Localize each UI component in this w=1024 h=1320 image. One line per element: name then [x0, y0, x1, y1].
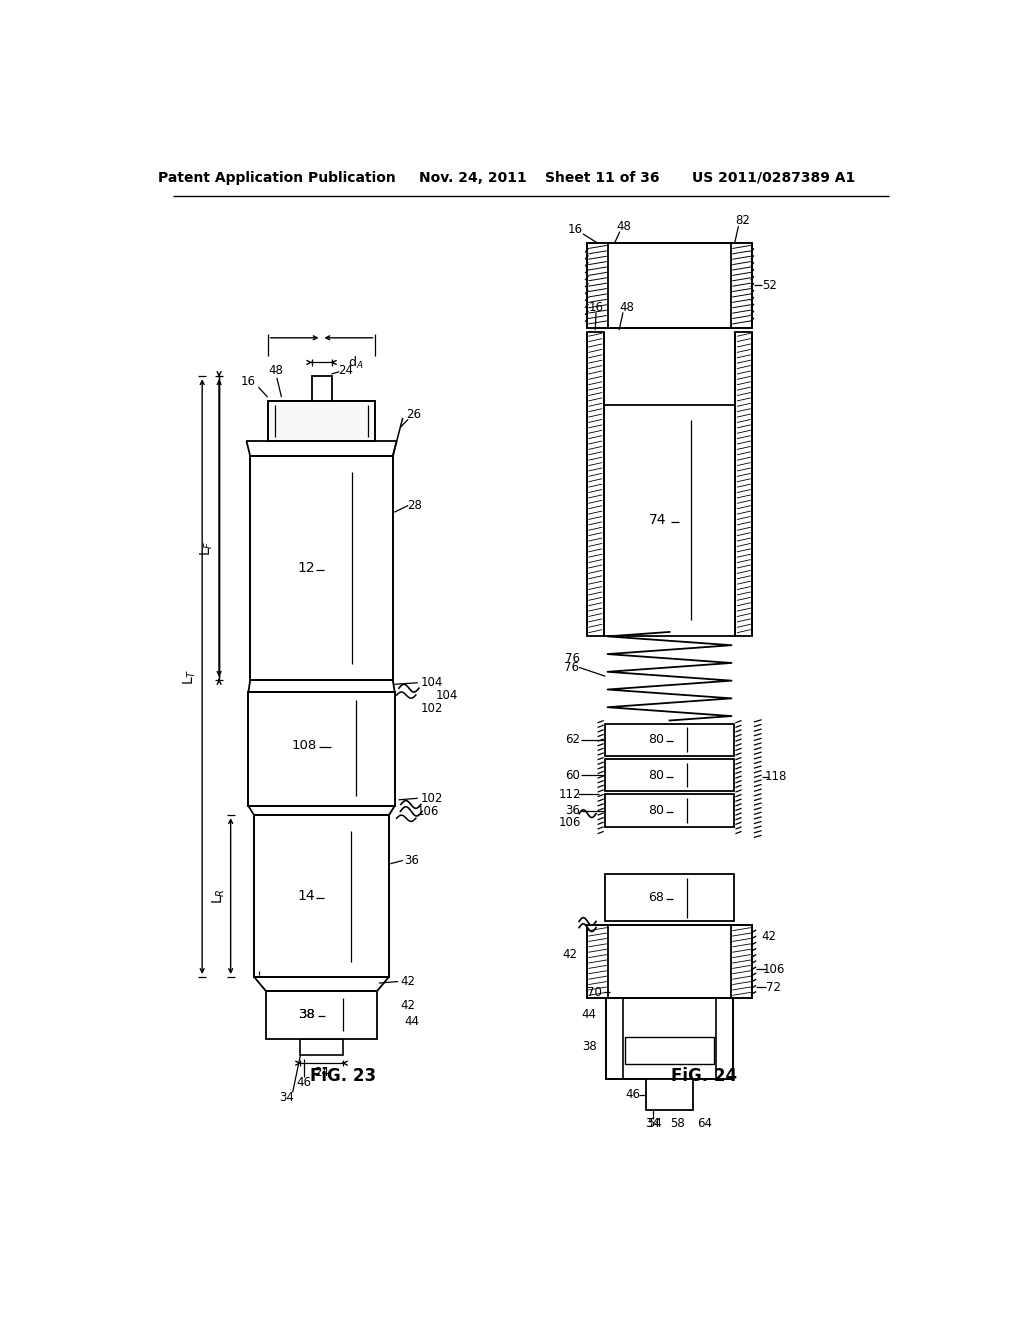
Text: 48: 48: [268, 363, 283, 376]
Polygon shape: [587, 331, 604, 636]
Text: 118: 118: [764, 770, 786, 783]
Text: 16: 16: [241, 375, 256, 388]
Text: Nov. 24, 2011: Nov. 24, 2011: [420, 170, 527, 185]
Polygon shape: [587, 243, 753, 327]
Polygon shape: [605, 759, 734, 792]
Text: 58: 58: [670, 1118, 685, 1130]
Polygon shape: [605, 874, 734, 921]
Text: 52: 52: [762, 279, 777, 292]
Text: 42: 42: [762, 929, 777, 942]
Polygon shape: [300, 1039, 343, 1056]
Text: 62: 62: [565, 733, 581, 746]
Text: 14: 14: [297, 890, 315, 903]
Text: 42: 42: [400, 975, 416, 989]
Text: 102: 102: [421, 702, 442, 715]
Text: 72: 72: [766, 981, 781, 994]
Text: d$_A$: d$_A$: [348, 354, 364, 371]
Polygon shape: [250, 457, 393, 680]
Text: L$_R$: L$_R$: [210, 888, 226, 904]
Text: 38: 38: [582, 1040, 596, 1053]
Text: 46: 46: [625, 1088, 640, 1101]
Text: FiG. 24: FiG. 24: [671, 1068, 737, 1085]
Text: 38: 38: [299, 1008, 316, 1022]
Text: 68: 68: [648, 891, 664, 904]
Text: 106: 106: [559, 816, 581, 829]
Text: 48: 48: [620, 301, 634, 314]
Polygon shape: [646, 1080, 692, 1110]
Text: 108: 108: [292, 739, 317, 752]
Text: 104: 104: [421, 676, 442, 689]
Text: 82: 82: [735, 214, 750, 227]
Text: 36: 36: [565, 804, 581, 817]
Text: 44: 44: [582, 1008, 597, 1022]
Polygon shape: [249, 692, 394, 807]
Text: 16: 16: [567, 223, 583, 236]
Text: Patent Application Publication: Patent Application Publication: [158, 170, 395, 185]
Text: 24: 24: [314, 1065, 329, 1078]
Text: 80: 80: [648, 768, 664, 781]
Polygon shape: [605, 795, 734, 826]
Polygon shape: [311, 376, 332, 401]
Text: Sheet 11 of 36: Sheet 11 of 36: [545, 170, 659, 185]
Polygon shape: [267, 401, 376, 441]
Text: L$_F$: L$_F$: [199, 540, 215, 556]
Text: 106: 106: [417, 805, 439, 818]
Text: 24: 24: [338, 363, 353, 376]
Text: 46: 46: [297, 1076, 311, 1089]
Polygon shape: [604, 405, 735, 636]
Text: 74: 74: [649, 513, 667, 527]
Text: FiG. 23: FiG. 23: [310, 1068, 376, 1085]
Text: 48: 48: [616, 219, 631, 232]
Text: 16: 16: [589, 301, 603, 314]
Text: L$_T$: L$_T$: [181, 668, 198, 685]
Text: 44: 44: [404, 1015, 420, 1028]
Text: 80: 80: [648, 804, 664, 817]
Text: 38: 38: [299, 1008, 316, 1022]
Polygon shape: [735, 331, 753, 636]
Polygon shape: [606, 998, 733, 1080]
Polygon shape: [587, 925, 753, 998]
Text: 36: 36: [404, 854, 420, 867]
Text: 76: 76: [565, 652, 581, 665]
Text: 34: 34: [280, 1092, 294, 1105]
Text: 42: 42: [400, 999, 416, 1011]
Text: US 2011/0287389 A1: US 2011/0287389 A1: [692, 170, 855, 185]
Text: 104: 104: [436, 689, 458, 702]
Polygon shape: [254, 816, 389, 977]
Text: 54: 54: [647, 1118, 662, 1130]
Text: 42: 42: [562, 948, 578, 961]
Text: 70: 70: [587, 986, 602, 999]
Polygon shape: [265, 991, 378, 1039]
Text: 106: 106: [763, 962, 785, 975]
Text: 34: 34: [645, 1118, 660, 1130]
Text: 112: 112: [559, 788, 581, 801]
Text: 102: 102: [421, 792, 442, 805]
Polygon shape: [626, 1038, 714, 1064]
Text: 64: 64: [696, 1118, 712, 1130]
Polygon shape: [605, 723, 734, 756]
Text: 28: 28: [407, 499, 422, 512]
Text: 12: 12: [297, 561, 315, 576]
Text: 26: 26: [407, 408, 421, 421]
Text: 76: 76: [564, 661, 579, 675]
Text: 80: 80: [648, 733, 664, 746]
Text: 60: 60: [565, 768, 581, 781]
